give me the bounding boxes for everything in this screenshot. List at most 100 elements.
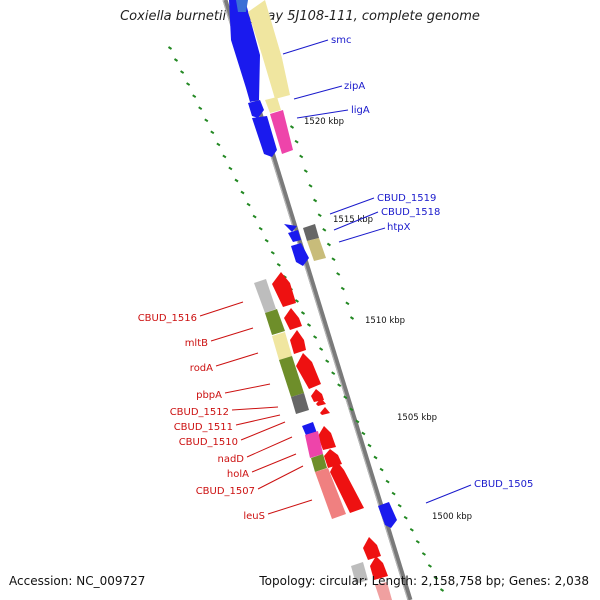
outer-tick-32 — [361, 431, 366, 436]
summary-text: Topology: circular; Length: 2,158,758 bp… — [259, 574, 589, 588]
inner-tick-7 — [322, 227, 327, 232]
outer-tick-29 — [343, 395, 348, 400]
outer-tick-14 — [252, 214, 257, 219]
outer-tick-24 — [313, 335, 318, 339]
cds-CBUD_1516[interactable] — [272, 272, 296, 307]
tick-label-1510: 1510 kbp — [365, 316, 405, 326]
accession-text: Accession: NC_009727 — [9, 574, 146, 588]
gene-label-zipA[interactable]: zipA — [344, 81, 365, 92]
cds-nadD[interactable] — [318, 426, 336, 450]
outer-tick-35 — [379, 467, 384, 472]
outer-tick-41 — [415, 539, 420, 544]
cog-holA — [311, 454, 327, 472]
outer-tick-45 — [439, 588, 445, 592]
gene-label-smc[interactable]: smc — [331, 35, 351, 46]
outer-tick-39 — [403, 515, 408, 520]
outer-tick-30 — [349, 407, 354, 412]
inner-tick-4 — [308, 183, 313, 188]
outer-tick-11 — [234, 178, 239, 183]
gene-label-leuS[interactable]: leuS — [243, 511, 265, 522]
outer-tick-17 — [270, 250, 275, 255]
inner-tick-5 — [313, 198, 318, 203]
tick-label-1515: 1515 kbp — [333, 215, 373, 225]
outer-tick-10 — [228, 166, 233, 171]
inner-tick-ring — [289, 125, 355, 320]
gene-label-pbpA[interactable]: pbpA — [196, 390, 222, 401]
outer-tick-1 — [173, 58, 179, 62]
gene-label-CBUD_1518[interactable]: CBUD_1518 — [381, 207, 440, 218]
gene-label-CBUD_1519[interactable]: CBUD_1519 — [377, 193, 436, 204]
cds-leuS[interactable] — [330, 460, 364, 513]
reverse-gene-labels — [199, 301, 313, 515]
outer-tick-0 — [167, 46, 173, 50]
cds-ligA[interactable] — [252, 116, 277, 157]
cds-CBUD_1511[interactable] — [316, 398, 326, 406]
inner-tick-12 — [345, 301, 350, 306]
inner-tick-13 — [349, 316, 355, 320]
outer-tick-21 — [294, 299, 299, 303]
gene-label-ligA[interactable]: ligA — [351, 105, 370, 116]
cds-CBUD_1519[interactable] — [284, 224, 297, 232]
inner-tick-0 — [289, 125, 295, 129]
cog-next — [351, 562, 368, 584]
inner-tick-6 — [317, 213, 322, 218]
inner-tick-10 — [336, 272, 341, 276]
gene-label-mltB[interactable]: mltB — [185, 338, 208, 349]
cog-rodA — [272, 332, 292, 360]
inner-tick-11 — [340, 286, 345, 291]
outer-tick-36 — [385, 479, 390, 484]
cog-nadD — [305, 431, 323, 458]
gene-label-htpX[interactable]: htpX — [387, 222, 411, 233]
outer-tick-5 — [198, 106, 203, 111]
outer-tick-28 — [337, 383, 342, 388]
outer-tick-15 — [258, 226, 263, 231]
gene-label-CBUD_1505[interactable]: CBUD_1505 — [474, 479, 533, 490]
inner-tick-9 — [331, 257, 336, 262]
cog-CBUD_1516 — [254, 279, 276, 313]
cds-smc[interactable] — [229, 0, 260, 102]
outer-tick-22 — [300, 311, 306, 315]
cds-CBUD_1510[interactable] — [320, 407, 330, 415]
cds-next-1[interactable] — [363, 537, 381, 560]
outer-tick-3 — [186, 82, 191, 86]
cog-CBUD_1512 — [291, 393, 309, 414]
gene-label-nadD[interactable]: nadD — [217, 454, 244, 465]
inner-tick-2 — [299, 154, 304, 159]
gene-label-CBUD_1507[interactable]: CBUD_1507 — [196, 486, 255, 497]
cog-CBUD_1518 — [303, 224, 319, 241]
outer-tick-26 — [325, 359, 330, 364]
cog-zipA — [265, 97, 281, 113]
cds-CBUD_1518[interactable] — [288, 230, 301, 242]
cds-rodA[interactable] — [290, 330, 306, 354]
cds-htpX[interactable] — [291, 243, 309, 266]
outer-tick-12 — [240, 190, 245, 195]
gene-label-holA[interactable]: holA — [227, 469, 249, 480]
outer-tick-43 — [427, 564, 432, 568]
outer-tick-38 — [397, 503, 402, 508]
cds-pbpA[interactable] — [296, 353, 321, 389]
outer-tick-31 — [355, 419, 360, 424]
cog-pbpA — [279, 356, 304, 397]
gene-label-CBUD_1516[interactable]: CBUD_1516 — [138, 313, 197, 324]
cds-smc-top — [236, 0, 248, 12]
outer-tick-2 — [180, 70, 185, 74]
outer-tick-4 — [192, 94, 197, 99]
cds-CBUD_1505[interactable] — [378, 502, 397, 528]
tick-label-1500: 1500 kbp — [432, 512, 472, 522]
outer-tick-18 — [276, 262, 281, 267]
outer-tick-7 — [210, 130, 215, 135]
cds-mltB[interactable] — [284, 308, 302, 330]
cds-zipA[interactable] — [248, 100, 264, 118]
cog-leuS — [315, 468, 346, 519]
gene-label-CBUD_1512[interactable]: CBUD_1512 — [170, 407, 229, 418]
outer-tick-8 — [216, 142, 221, 147]
cog-smc — [248, 0, 290, 99]
outer-tick-25 — [319, 347, 324, 351]
cds-next-2[interactable] — [370, 556, 388, 580]
gene-label-CBUD_1511[interactable]: CBUD_1511 — [174, 422, 233, 433]
reverse-cds-track — [272, 272, 388, 580]
gene-label-rodA[interactable]: rodA — [190, 363, 213, 374]
gene-label-CBUD_1510[interactable]: CBUD_1510 — [179, 437, 238, 448]
outer-tick-42 — [421, 552, 426, 556]
